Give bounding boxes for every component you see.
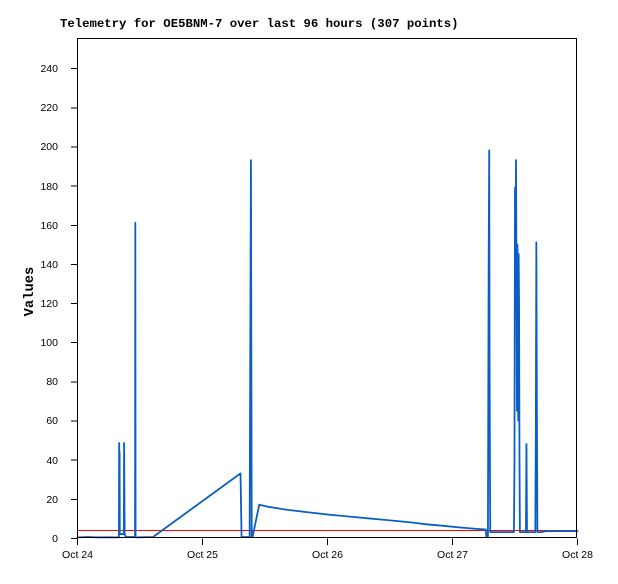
- svg-text:20: 20: [46, 494, 58, 506]
- svg-text:40: 40: [46, 455, 58, 467]
- svg-text:100: 100: [40, 337, 58, 349]
- svg-text:Oct 28: Oct 28: [562, 549, 593, 561]
- svg-text:220: 220: [40, 102, 58, 114]
- svg-text:60: 60: [46, 415, 58, 427]
- svg-text:Values: Values: [22, 267, 38, 317]
- svg-text:Oct 26: Oct 26: [312, 549, 343, 561]
- svg-text:0: 0: [52, 533, 58, 545]
- svg-text:140: 140: [40, 259, 58, 271]
- svg-text:Oct 27: Oct 27: [437, 549, 468, 561]
- svg-text:80: 80: [46, 376, 58, 388]
- svg-text:Oct 24: Oct 24: [62, 549, 93, 561]
- svg-text:Oct 25: Oct 25: [187, 549, 218, 561]
- svg-text:120: 120: [40, 298, 58, 310]
- svg-text:240: 240: [40, 63, 58, 75]
- svg-text:160: 160: [40, 220, 58, 232]
- svg-text:180: 180: [40, 181, 58, 193]
- svg-text:200: 200: [40, 141, 58, 153]
- svg-text:Telemetry for OE5BNM-7 over la: Telemetry for OE5BNM-7 over last 96 hour…: [60, 17, 458, 31]
